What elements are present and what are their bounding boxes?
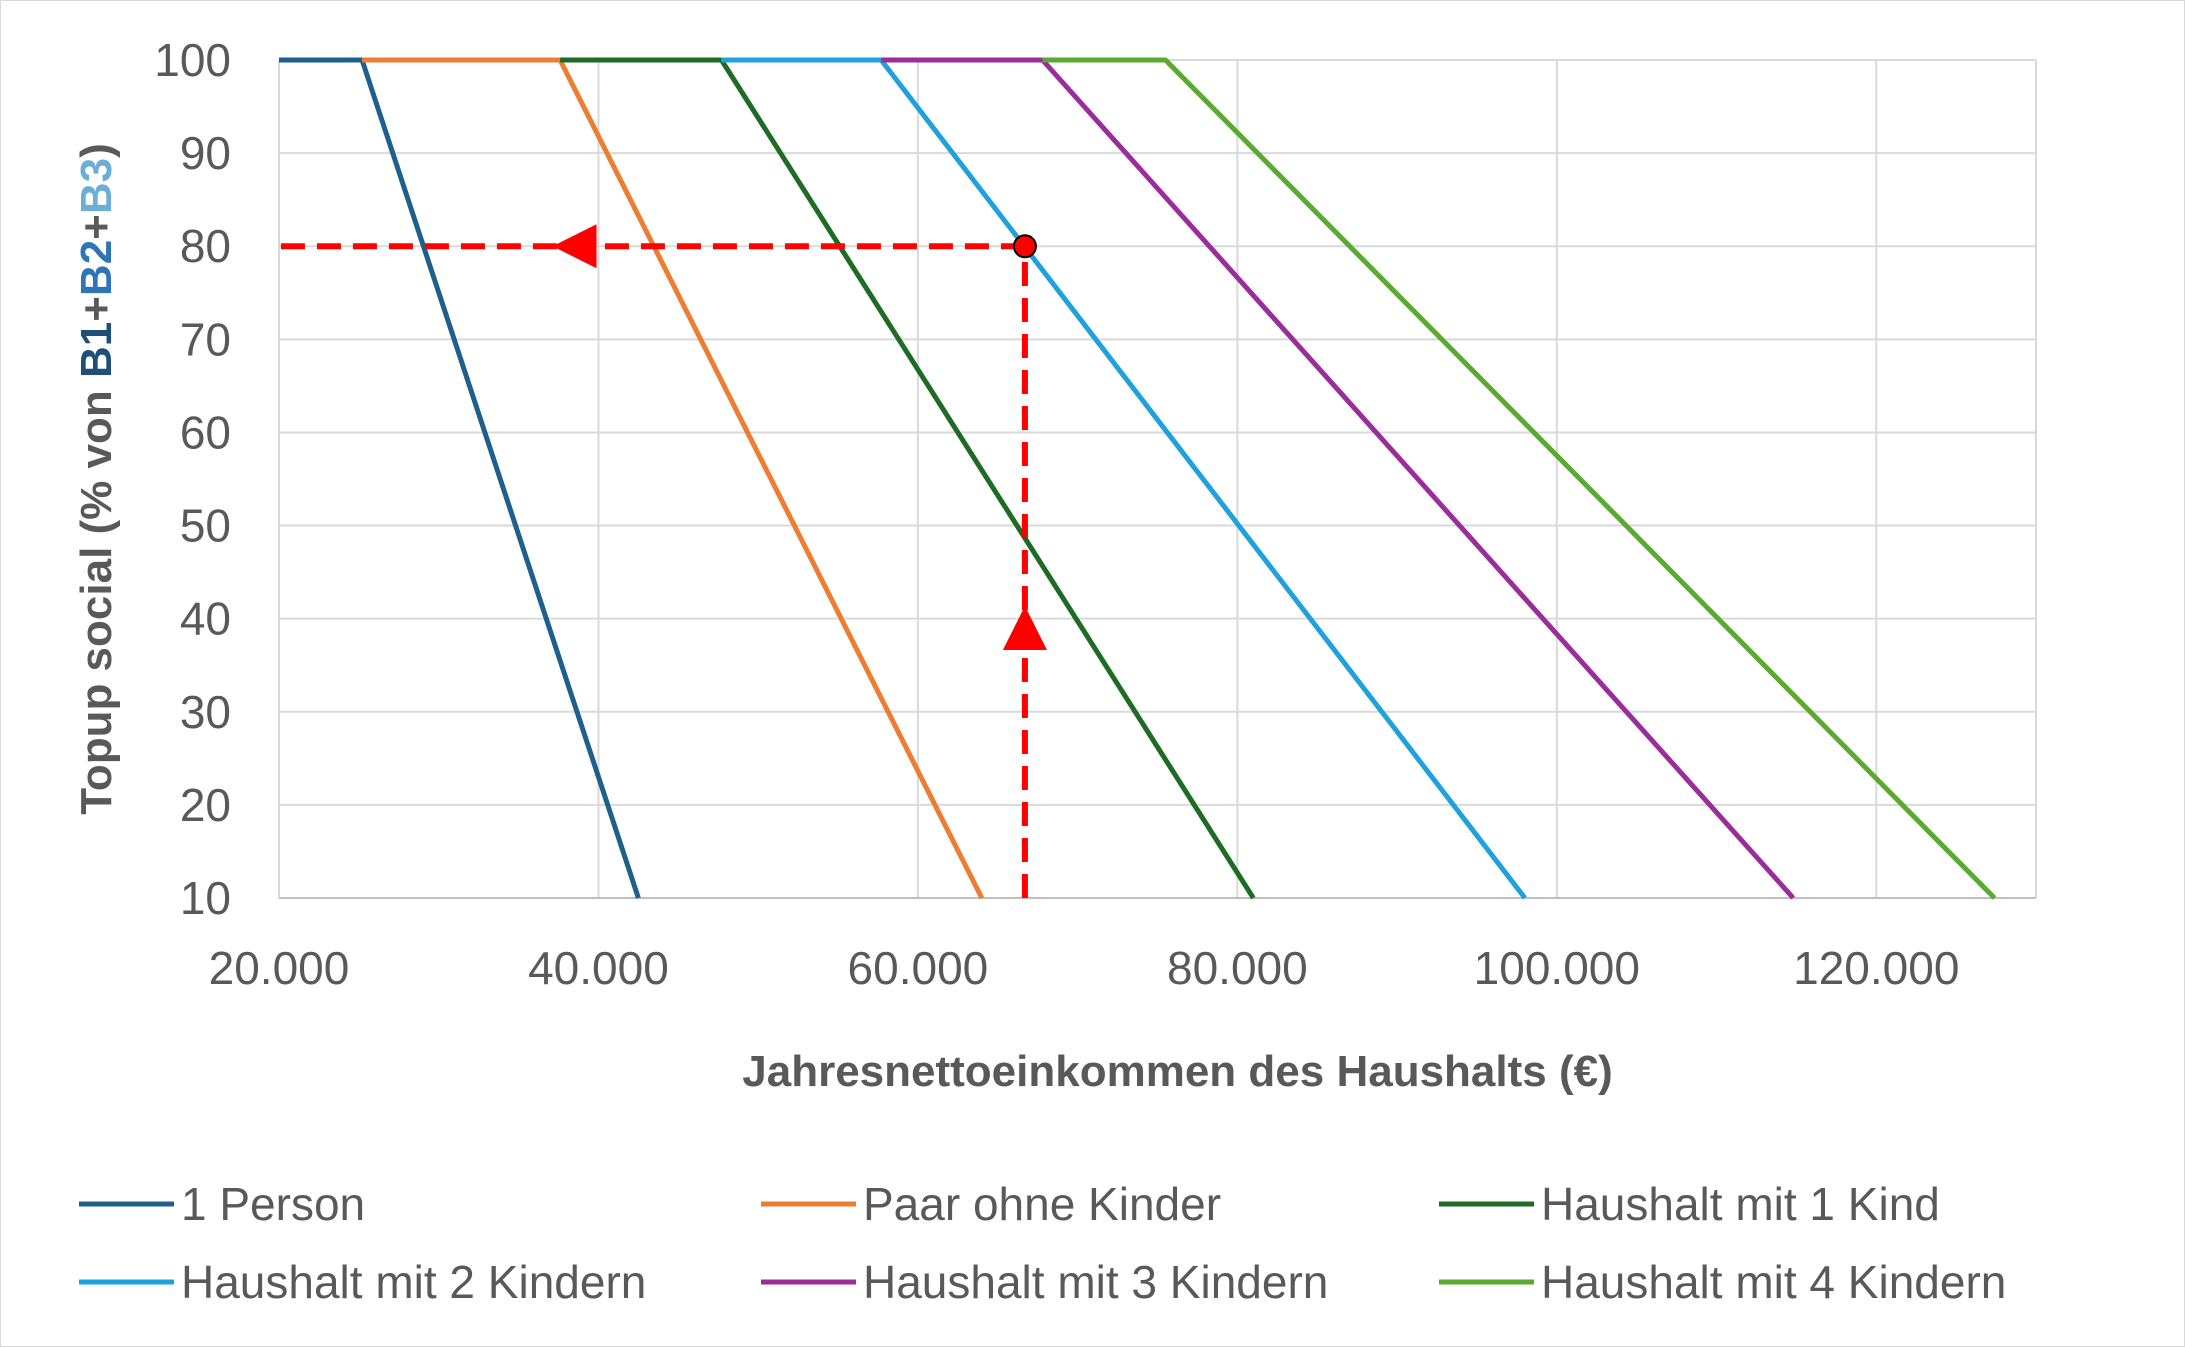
series-line-2 — [362, 57, 985, 900]
series-line-3 — [560, 57, 1256, 900]
y-axis-title-part: B3 — [72, 158, 121, 214]
y-axis-title-part: + — [72, 214, 121, 240]
y-tick-label: 10 — [180, 872, 231, 924]
x-tick-label: 60.000 — [848, 942, 989, 994]
y-tick-label: 80 — [180, 220, 231, 272]
legend-label: Paar ohne Kinder — [863, 1178, 1221, 1230]
x-tick-label: 120.000 — [1793, 942, 1959, 994]
series-line-6 — [1042, 57, 1997, 900]
legend-label: 1 Person — [181, 1178, 365, 1230]
y-axis-title-part: Topup social (% von — [72, 378, 121, 815]
y-tick-label: 30 — [180, 686, 231, 738]
y-tick-label: 90 — [180, 127, 231, 179]
x-tick-label: 40.000 — [528, 942, 669, 994]
legend-label: Haushalt mit 1 Kind — [1541, 1178, 1940, 1230]
vertical-arrowhead — [1002, 605, 1047, 650]
y-tick-label: 50 — [180, 500, 231, 552]
y-axis-title-part: + — [72, 296, 121, 322]
y-axis-title-part: ) — [72, 143, 121, 158]
y-tick-label: 40 — [180, 593, 231, 645]
y-tick-label: 70 — [180, 313, 231, 365]
legend-label: Haushalt mit 4 Kindern — [1541, 1256, 2006, 1308]
legend-label: Haushalt mit 2 Kindern — [181, 1256, 646, 1308]
series-line-5 — [881, 57, 1796, 900]
y-axis-title-part: B2 — [72, 240, 121, 296]
y-axis-title-part: B1 — [72, 322, 121, 378]
x-tick-label: 100.000 — [1474, 942, 1640, 994]
x-tick-label: 80.000 — [1167, 942, 1308, 994]
legend-label: Haushalt mit 3 Kindern — [863, 1256, 1328, 1308]
x-tick-label: 20.000 — [209, 942, 350, 994]
series-line-1 — [279, 57, 641, 899]
y-tick-label: 100 — [154, 34, 231, 86]
series-line-4 — [721, 57, 1527, 900]
marker-point — [1012, 234, 1037, 259]
y-tick-label: 60 — [180, 406, 231, 458]
x-axis-title: Jahresnettoeinkommen des Haushalts (€) — [742, 1047, 1612, 1096]
y-tick-label: 20 — [180, 779, 231, 831]
y-axis-title: Topup social (% von B1+B2+B3) — [72, 143, 121, 815]
horizontal-arrowhead — [552, 224, 597, 269]
